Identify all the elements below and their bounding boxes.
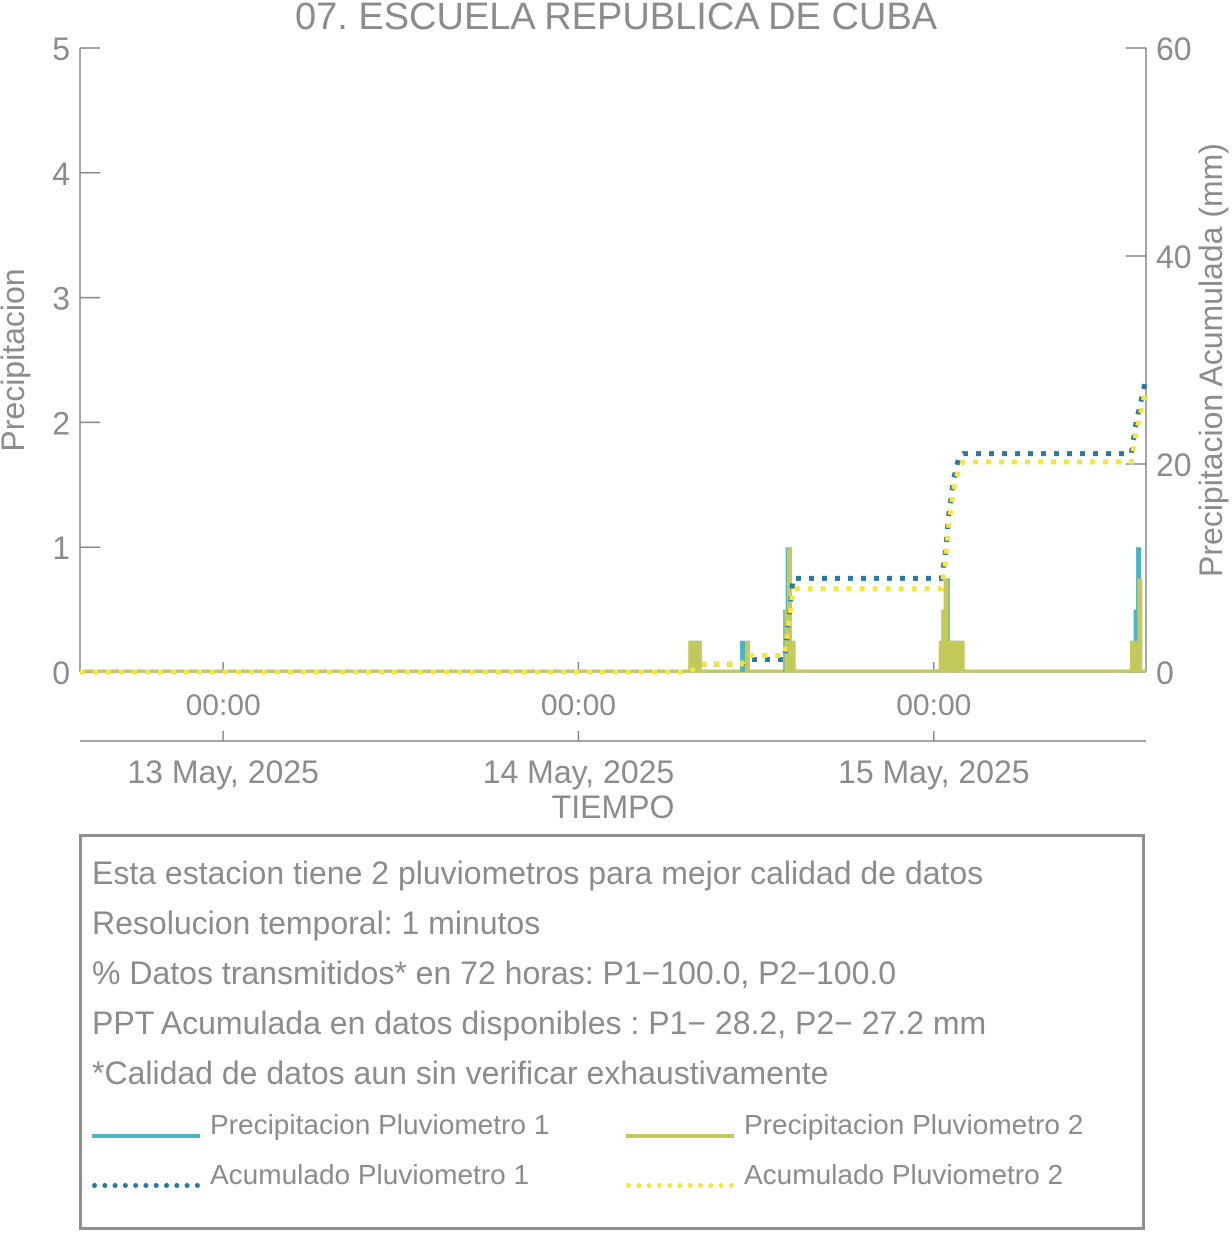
- y-tick-label: 5: [52, 31, 70, 67]
- precip-bar: [946, 640, 952, 672]
- x-tick-label-time: 00:00: [541, 689, 616, 722]
- y2-tick-label: 40: [1156, 239, 1192, 275]
- y-tick-label: 0: [52, 655, 70, 691]
- info-line-stations: Esta estacion tiene 2 pluviometros para …: [92, 855, 984, 891]
- info-line-transmitted: % Datos transmitidos* en 72 horas: P1−10…: [92, 955, 897, 991]
- precip-bar: [744, 640, 750, 672]
- chart-plot: 0 1 2 3 4 5 0 20 40 60 00:00 13 May, 2025 00:00 14 Ma…: [0, 31, 1229, 825]
- legend-label-acum2: Acumulado Pluviometro 2: [744, 1159, 1064, 1190]
- precip-bar: [740, 640, 746, 672]
- y-tick-label: 3: [52, 281, 70, 317]
- legend-swatch-acum2: [626, 1183, 734, 1188]
- info-box: Esta estacion tiene 2 pluviometros para …: [79, 834, 1145, 1230]
- y-tick-label: 1: [52, 530, 70, 566]
- x-tick-label-time: 00:00: [186, 689, 261, 722]
- acum1-line: [80, 378, 1149, 675]
- info-line-quality-note: *Calidad de datos aun sin verificar exha…: [92, 1055, 829, 1091]
- precip-bar: [790, 640, 796, 672]
- acum2-line: [80, 388, 1149, 675]
- y-tick-label: 4: [52, 156, 70, 192]
- legend-label-precip1: Precipitacion Pluviometro 1: [210, 1109, 550, 1140]
- precip-bar: [696, 640, 702, 672]
- y2-axis-label: Precipitacion Acumulada (mm): [1193, 143, 1229, 577]
- legend-swatch-precip2: [626, 1134, 734, 1138]
- y2-tick-label: 60: [1156, 31, 1192, 67]
- y-tick-label: 2: [52, 405, 70, 441]
- x-axis-label: TIEMPO: [552, 789, 675, 825]
- precip-bar: [959, 640, 965, 672]
- chart-title: 07. ESCUELA REPUBLICA DE CUBA: [294, 0, 938, 38]
- precip-bar: [688, 640, 694, 672]
- y-axis-label: Precipitacion: [0, 268, 31, 451]
- precip-bar: [943, 578, 949, 672]
- y2-tick-label: 20: [1156, 447, 1192, 483]
- x-tick-label-date: 15 May, 2025: [838, 754, 1030, 790]
- precip-bar: [1137, 578, 1143, 672]
- precip-bar: [952, 640, 958, 672]
- legend-swatch-precip1: [92, 1134, 200, 1138]
- legend-swatch-acum1: [92, 1183, 200, 1188]
- precip-bar: [691, 640, 697, 672]
- x-tick-label-date: 13 May, 2025: [127, 754, 319, 790]
- info-line-accumulated: PPT Acumulada en datos disponibles : P1−…: [92, 1005, 987, 1041]
- x-tick-label-time: 00:00: [896, 689, 971, 722]
- precip-bar: [955, 640, 961, 672]
- x-tick-label-date: 14 May, 2025: [483, 754, 675, 790]
- legend-label-precip2: Precipitacion Pluviometro 2: [744, 1109, 1084, 1140]
- legend-label-acum1: Acumulado Pluviometro 1: [210, 1159, 530, 1190]
- precip-bar: [1132, 640, 1138, 672]
- info-line-resolution: Resolucion temporal: 1 minutos: [92, 905, 541, 941]
- y2-tick-label: 0: [1156, 655, 1174, 691]
